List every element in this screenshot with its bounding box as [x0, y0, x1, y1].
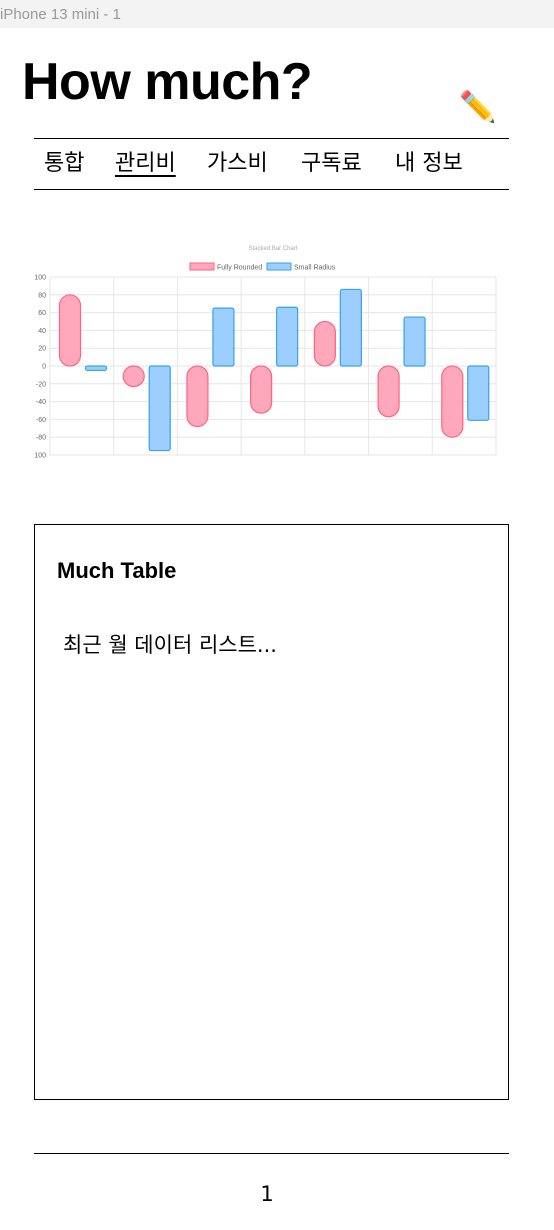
tab-gas-fee[interactable]: 가스비 — [207, 151, 268, 176]
bar — [186, 365, 209, 428]
chart-title: Stacked Bar Chart — [248, 246, 297, 252]
y-tick-label: -60 — [36, 417, 46, 424]
y-tick-label: 0 — [42, 364, 46, 371]
bar — [313, 320, 336, 367]
bar-chart: Stacked Bar Chart Fully Rounded Small Radi… — [34, 246, 497, 460]
bar — [377, 365, 400, 418]
bar — [467, 365, 490, 421]
table-title: Much Table — [57, 558, 177, 583]
y-tick-label: 100 — [34, 275, 46, 282]
legend-swatch — [266, 262, 292, 271]
y-tick-label: -20 — [36, 381, 46, 388]
bar — [148, 365, 171, 452]
table-body-text: 최근 월 데이터 리스트... — [63, 633, 277, 657]
bar — [58, 294, 82, 367]
legend-label: Small Radius — [294, 265, 336, 272]
y-tick-label: 60 — [38, 310, 46, 317]
bar — [441, 365, 464, 438]
bar — [84, 365, 108, 372]
y-tick-label: 80 — [38, 292, 46, 299]
nav-tabs: 통합 관리비 가스비 구독료 내 정보 — [34, 138, 509, 190]
y-tick-label: -80 — [36, 435, 46, 442]
bar — [122, 365, 145, 388]
footer-divider — [34, 1153, 509, 1154]
bar — [276, 306, 299, 367]
y-tick-label: 20 — [38, 346, 46, 353]
y-tick-label: 40 — [38, 328, 46, 335]
legend-label: Fully Rounded — [217, 265, 262, 272]
chart: Stacked Bar Chart Fully Rounded Small Radi… — [34, 242, 498, 460]
frame-label: iPhone 13 mini - 1 — [0, 0, 554, 28]
much-table: Much Table 최근 월 데이터 리스트... — [34, 524, 509, 1100]
legend-swatch — [189, 262, 215, 271]
y-tick-label: -100 — [34, 453, 46, 460]
bar — [403, 316, 426, 367]
tab-my-info[interactable]: 내 정보 — [395, 151, 463, 176]
bar — [339, 288, 362, 367]
y-tick-label: -40 — [36, 399, 46, 406]
tab-management-fee[interactable]: 관리비 — [115, 151, 176, 176]
tab-overview[interactable]: 통합 — [44, 151, 85, 176]
app-title: How much? — [22, 53, 313, 111]
tab-subscription[interactable]: 구독료 — [301, 151, 362, 176]
bar — [250, 365, 273, 414]
bar — [212, 307, 235, 367]
pencil-icon[interactable]: ✏️ — [459, 90, 497, 125]
page-number: 1 — [260, 1182, 274, 1206]
